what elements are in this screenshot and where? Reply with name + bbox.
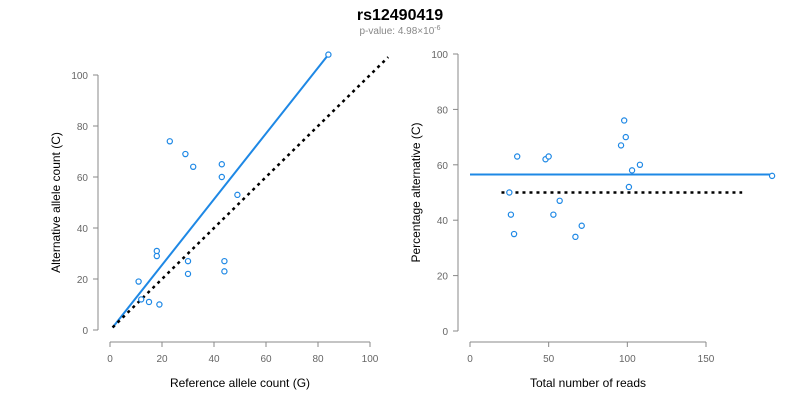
data-point xyxy=(145,298,153,306)
data-point xyxy=(550,211,557,218)
data-point xyxy=(628,167,636,174)
y-tick-label: 0 xyxy=(442,327,448,338)
data-point xyxy=(617,142,625,149)
p-value-label: p-value: 4.98×10 xyxy=(359,26,434,37)
data-point xyxy=(556,197,563,205)
y-tick-label: 100 xyxy=(431,50,448,61)
data-point xyxy=(153,252,160,260)
data-point xyxy=(625,183,633,191)
p-value-exponent: -6 xyxy=(434,25,440,32)
figure-title: rs12490419 xyxy=(357,7,443,24)
data-point xyxy=(622,133,629,141)
x-tick-label: 40 xyxy=(208,354,220,365)
data-point xyxy=(234,191,241,199)
x-tick-label: 150 xyxy=(698,354,715,365)
y-axis-label: Percentage alternative (C) xyxy=(409,122,423,262)
y-tick-label: 60 xyxy=(437,161,449,172)
expected-ratio-line xyxy=(111,56,390,329)
data-point xyxy=(545,153,552,160)
x-tick-label: 100 xyxy=(619,354,636,365)
x-tick-label: 0 xyxy=(467,354,473,365)
data-point xyxy=(156,301,163,308)
y-tick-label: 80 xyxy=(437,105,449,116)
data-point xyxy=(218,173,225,181)
x-tick-label: 80 xyxy=(312,354,324,365)
figure-subtitle: p-value: 4.98×10-6 xyxy=(359,25,440,37)
data-point xyxy=(221,257,228,265)
x-tick-label: 50 xyxy=(543,354,555,365)
data-point xyxy=(510,230,518,238)
x-tick-label: 20 xyxy=(156,354,168,365)
x-axis-label: Reference allele count (G) xyxy=(170,376,310,390)
data-point xyxy=(325,51,332,58)
fit-line xyxy=(111,53,330,329)
x-tick-label: 100 xyxy=(362,354,379,365)
y-tick-label: 20 xyxy=(77,275,89,286)
data-point xyxy=(620,117,628,124)
data-point xyxy=(221,268,228,275)
data-point xyxy=(768,172,776,180)
data-point xyxy=(184,257,192,265)
y-axis-label: Alternative allele count (C) xyxy=(49,132,63,273)
allele-count-scatter-chart: 0 20 40 60 80 100 0 20 40 60 80 100 Reference allele… xyxy=(49,51,390,390)
data-point xyxy=(636,161,644,168)
data-point xyxy=(182,150,189,158)
data-point xyxy=(507,211,515,218)
y-tick-label: 100 xyxy=(71,71,88,82)
data-point xyxy=(514,153,521,160)
y-tick-label: 40 xyxy=(437,216,449,227)
y-tick-label: 20 xyxy=(437,272,449,283)
data-point xyxy=(218,161,225,168)
y-tick-label: 80 xyxy=(77,122,89,133)
y-tick-label: 60 xyxy=(77,173,89,184)
y-tick-label: 40 xyxy=(77,224,89,235)
y-tick-label: 0 xyxy=(82,326,88,337)
x-tick-label: 60 xyxy=(260,354,272,365)
data-point xyxy=(153,247,160,255)
x-tick-label: 0 xyxy=(107,354,113,365)
data-point xyxy=(166,138,173,145)
percentage-alternative-scatter-chart: 0 50 100 150 0 20 40 60 80 100 Total number of rea… xyxy=(409,50,776,390)
data-point xyxy=(137,296,145,303)
data-point xyxy=(506,189,513,196)
data-point xyxy=(572,233,579,241)
data-point xyxy=(189,163,197,170)
data-point xyxy=(184,270,192,278)
x-axis-label: Total number of reads xyxy=(530,376,646,390)
data-point xyxy=(135,278,142,285)
data-point xyxy=(578,222,585,229)
